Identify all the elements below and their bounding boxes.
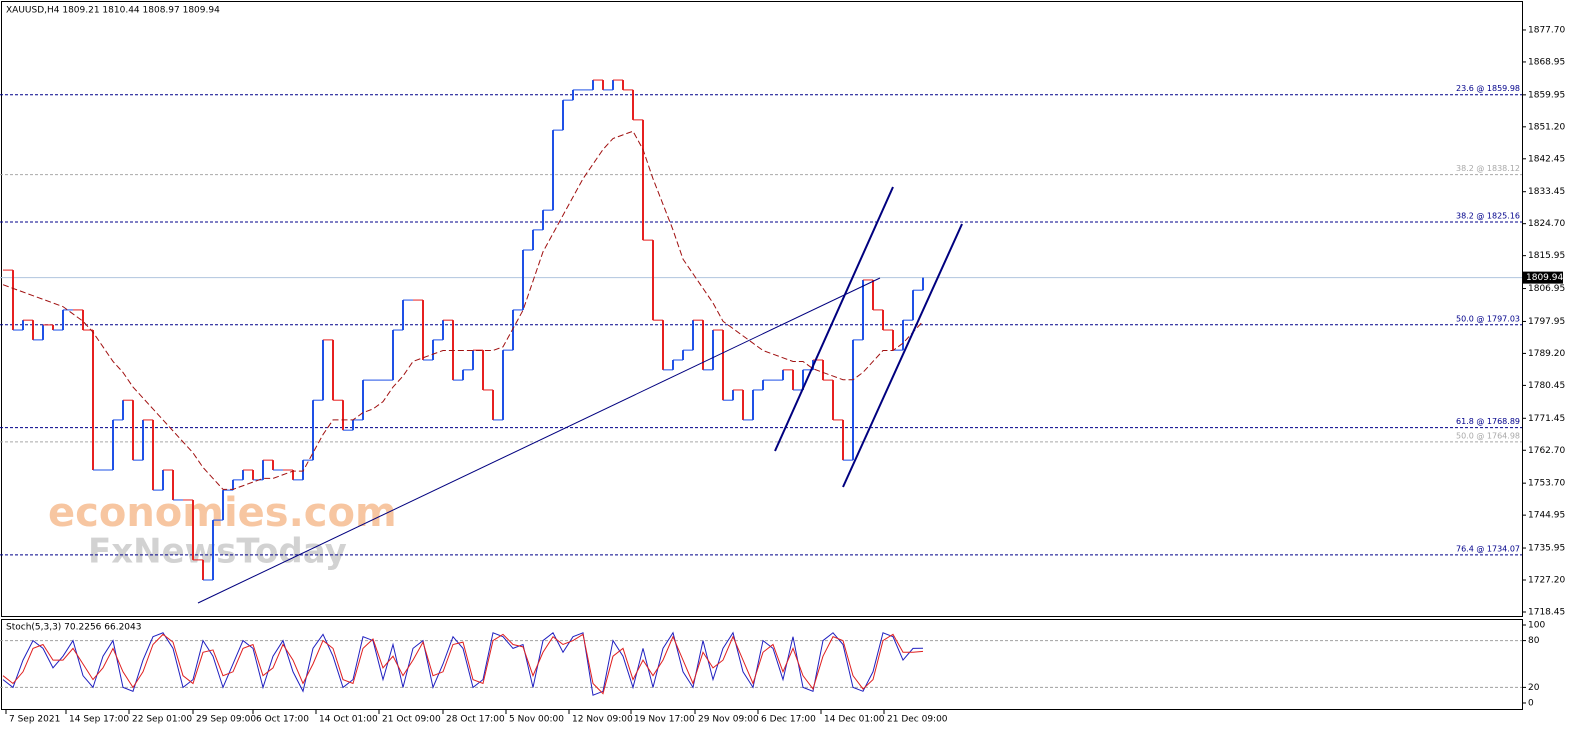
y-tick-label: 1868.95	[1528, 57, 1565, 67]
y-tick-label: 1753.70	[1528, 479, 1565, 489]
x-tick-label: 19 Nov 17:00	[634, 715, 695, 725]
y-tick-label: 1833.45	[1528, 187, 1565, 197]
channel-line	[842, 223, 963, 488]
y-tick-label: 1735.95	[1528, 544, 1565, 554]
y-tick-label: 1789.20	[1528, 349, 1565, 359]
y-tick-label: 1727.20	[1528, 576, 1565, 586]
level-label: 50.0 @ 1764.98	[1456, 431, 1520, 440]
x-tick-label: 21 Dec 09:00	[887, 715, 948, 725]
x-tick-label: 12 Nov 09:00	[572, 715, 633, 725]
x-tick-label: 22 Sep 01:00	[132, 715, 192, 725]
series-line	[2, 633, 924, 695]
y-tick-label: 1806.95	[1528, 284, 1565, 294]
level-label: 38.2 @ 1825.16	[1456, 211, 1520, 220]
y-tick-label: 1842.45	[1528, 154, 1565, 164]
channel-line	[774, 186, 894, 452]
y-tick-label: 1815.95	[1528, 251, 1565, 261]
trendline	[197, 277, 881, 604]
y-tick-label: 1744.95	[1528, 511, 1565, 521]
x-tick-label: 6 Dec 17:00	[761, 715, 816, 725]
y-tick-label: 1762.70	[1528, 446, 1565, 456]
series-line	[2, 130, 924, 490]
chart-title: XAUUSD,H4 1809.21 1810.44 1808.97 1809.9…	[6, 6, 220, 16]
watermark: FxNewsToday	[88, 532, 347, 572]
x-tick-label: 29 Sep 09:00	[196, 715, 256, 725]
y-tick-label: 1718.45	[1528, 607, 1565, 617]
x-tick-label: 28 Oct 17:00	[446, 715, 505, 725]
stoch-title: Stoch(5,3,3) 70.2256 66.2043	[6, 623, 141, 633]
last-price-label: 1809.94	[1526, 273, 1563, 283]
x-tick-label: 29 Nov 09:00	[698, 715, 759, 725]
level-label: 61.8 @ 1768.89	[1456, 417, 1520, 426]
last-price-box	[1523, 271, 1563, 284]
level-label: 38.2 @ 1838.12	[1456, 164, 1520, 173]
y-tick-label: 1851.20	[1528, 122, 1565, 132]
y-tick-label: 1780.45	[1528, 381, 1565, 391]
y-tick-label: 1859.95	[1528, 90, 1565, 100]
y-tick-label: 1877.70	[1528, 25, 1565, 35]
trendlines	[197, 186, 963, 604]
y-tick-label: 20	[1528, 683, 1540, 693]
x-tick-label: 7 Sep 2021	[9, 715, 60, 725]
x-tick-label: 21 Oct 09:00	[382, 715, 441, 725]
x-tick-label: 6 Oct 17:00	[256, 715, 309, 725]
level-label: 23.6 @ 1859.98	[1456, 84, 1520, 93]
series-line	[2, 631, 924, 696]
x-tick-label: 14 Oct 01:00	[319, 715, 378, 725]
y-tick-label: 0	[1528, 698, 1534, 708]
level-label: 76.4 @ 1734.07	[1456, 544, 1520, 553]
x-tick-label: 5 Nov 00:00	[509, 715, 564, 725]
level-label: 50.0 @ 1797.03	[1456, 314, 1520, 323]
y-tick-label: 1771.45	[1528, 414, 1565, 424]
x-tick-label: 14 Dec 01:00	[824, 715, 885, 725]
x-tick-label: 14 Sep 17:00	[69, 715, 129, 725]
y-tick-label: 1797.95	[1528, 317, 1565, 327]
y-tick-label: 100	[1528, 620, 1545, 630]
y-tick-label: 1824.70	[1528, 219, 1565, 229]
price-frame	[1, 1, 1523, 617]
stoch-frame	[1, 619, 1523, 710]
y-tick-label: 80	[1528, 636, 1540, 646]
